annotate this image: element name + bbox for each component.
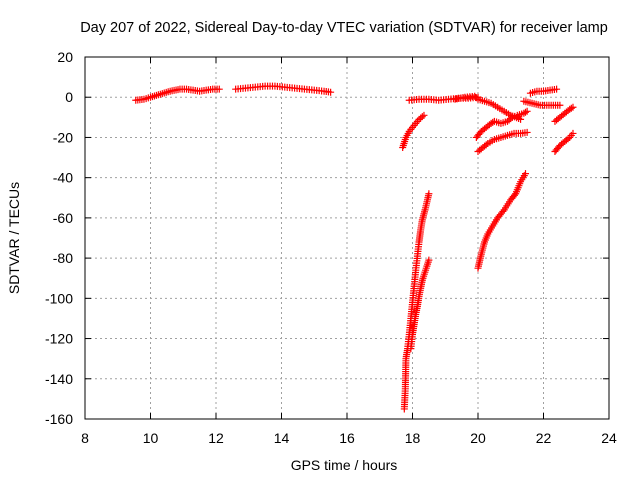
data-marks <box>132 82 577 413</box>
data-point <box>482 141 490 149</box>
y-tick-label: -20 <box>53 129 73 145</box>
grid-lines <box>85 57 609 419</box>
y-tick-label: -100 <box>45 290 73 306</box>
y-tick-label: -60 <box>53 210 73 226</box>
x-tick-label: 20 <box>470 430 486 446</box>
y-tick-label: 0 <box>65 89 73 105</box>
series-arc-g <box>451 92 525 123</box>
data-point <box>569 129 577 137</box>
x-tick-label: 12 <box>208 430 224 446</box>
data-point <box>418 113 426 121</box>
data-point <box>471 92 479 100</box>
series-arc-n <box>551 129 577 156</box>
data-point <box>327 88 335 96</box>
data-point <box>521 170 529 178</box>
chart-title: Day 207 of 2022, Sidereal Day-to-day VTE… <box>80 20 608 36</box>
x-tick-label: 22 <box>536 430 552 446</box>
y-tick-label: -120 <box>45 331 73 347</box>
x-tick-label: 8 <box>81 430 89 446</box>
y-axis-label: SDTVAR / TECUs <box>6 182 22 294</box>
series-arc-b <box>232 82 335 96</box>
data-point <box>472 94 480 102</box>
series-arc-c <box>399 111 428 151</box>
series-arc-m <box>551 103 577 125</box>
data-point <box>523 107 531 115</box>
x-tick-label: 10 <box>143 430 159 446</box>
x-tick-label: 14 <box>274 430 290 446</box>
series-arc-l <box>520 97 564 109</box>
data-point <box>425 190 433 198</box>
y-tick-label: -140 <box>45 371 73 387</box>
data-point <box>510 191 518 199</box>
y-tick-label: 20 <box>57 49 73 65</box>
data-point <box>567 104 575 112</box>
data-point <box>499 207 507 215</box>
series-arc-e <box>407 256 433 353</box>
series-arc-i <box>472 107 531 141</box>
data-point <box>521 108 529 116</box>
axis-ticks: 8 10 12 14 16 18 20 22 24 -160 -140 -120 -100 -80 -60 -… <box>45 49 617 446</box>
x-tick-label: 18 <box>405 430 421 446</box>
data-point <box>517 115 525 123</box>
data-point <box>523 128 531 136</box>
series-arc-j <box>474 128 531 156</box>
y-tick-label: -160 <box>45 411 73 427</box>
y-tick-label: -80 <box>53 250 73 266</box>
x-axis-label: GPS time / hours <box>291 457 398 473</box>
series-arc-h <box>474 170 529 272</box>
data-point <box>420 111 428 119</box>
data-point <box>507 115 515 123</box>
x-tick-label: 16 <box>339 430 355 446</box>
series-arc-a <box>132 85 223 104</box>
series-arc-k <box>526 85 561 97</box>
x-tick-label: 24 <box>601 430 617 446</box>
data-point <box>556 101 564 109</box>
data-point <box>564 135 572 143</box>
data-point <box>553 85 561 93</box>
data-point <box>215 85 223 93</box>
data-point <box>425 256 433 264</box>
y-tick-label: -40 <box>53 170 73 186</box>
data-point <box>569 103 577 111</box>
